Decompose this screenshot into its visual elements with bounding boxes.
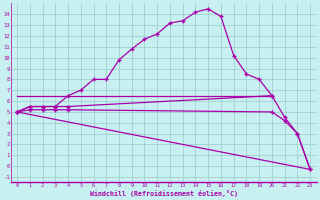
X-axis label: Windchill (Refroidissement éolien,°C): Windchill (Refroidissement éolien,°C)	[90, 190, 237, 197]
